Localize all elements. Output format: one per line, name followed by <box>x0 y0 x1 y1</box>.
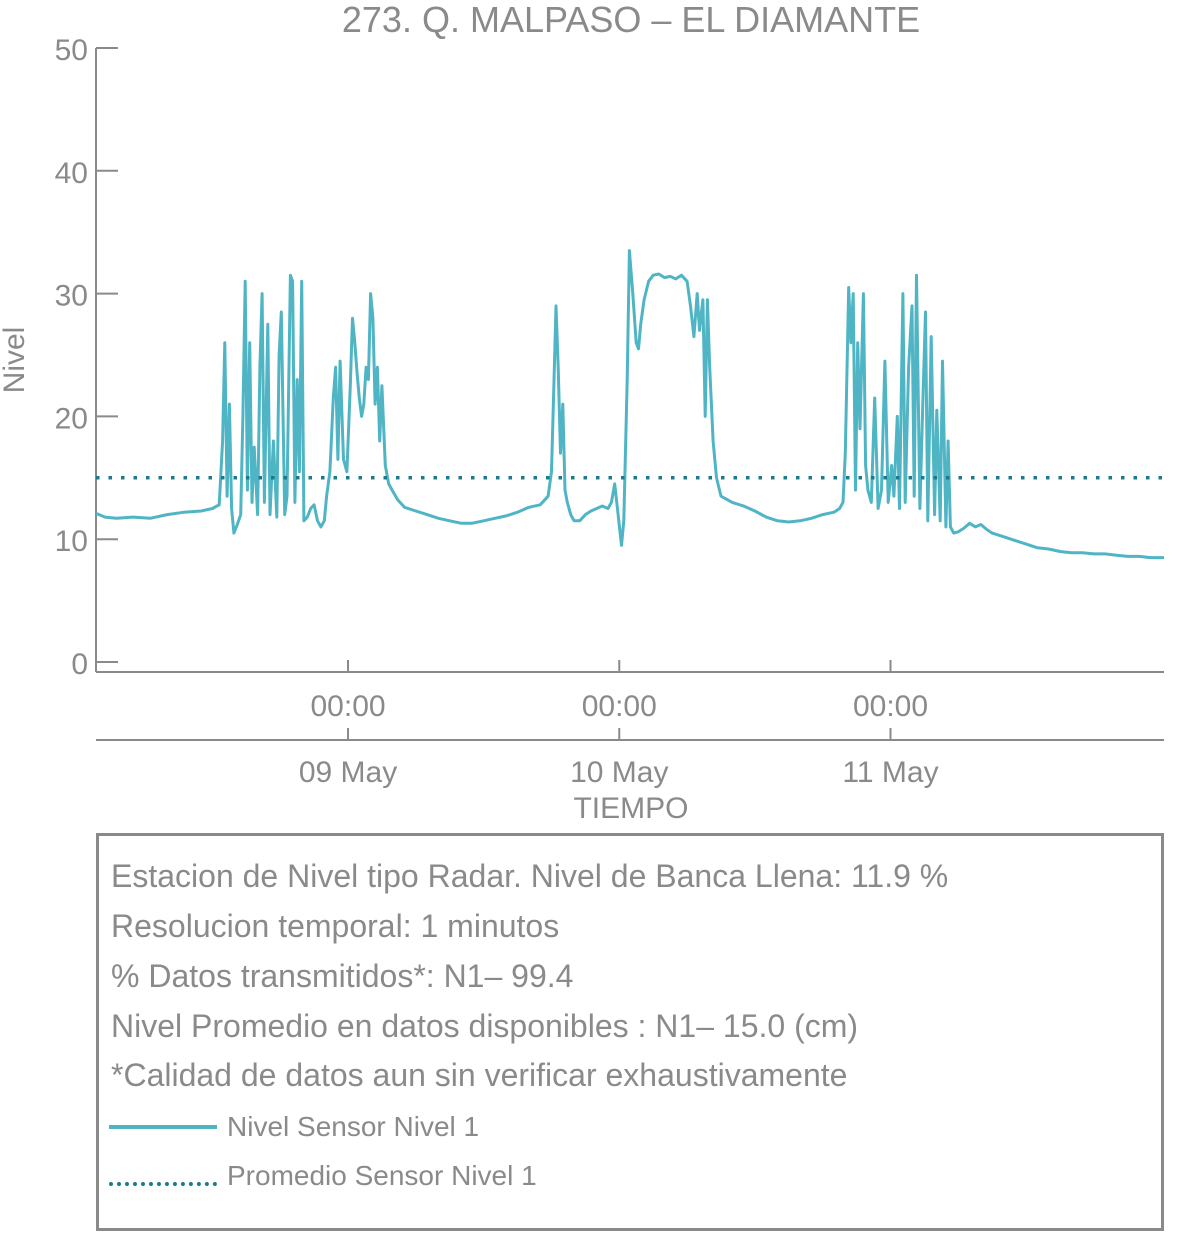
info-station-line: Estacion de Nivel tipo Radar. Nivel de B… <box>111 858 949 894</box>
y-tick-label: 0 <box>71 648 88 681</box>
legend-label-mean: Promedio Sensor Nivel 1 <box>227 1160 537 1191</box>
legend-item-mean: Promedio Sensor Nivel 1 <box>109 1160 709 1191</box>
y-tick-label: 50 <box>55 34 88 67</box>
legend-dotted-swatch <box>109 1182 217 1186</box>
info-box: Estacion de Nivel tipo Radar. Nivel de B… <box>96 833 1164 1231</box>
x-tick-time-label: 00:00 <box>853 690 928 723</box>
y-tick-label: 30 <box>55 280 88 313</box>
info-quality-line: *Calidad de datos aun sin verificar exha… <box>111 1057 848 1093</box>
legend-solid-swatch <box>109 1125 217 1129</box>
x-ticks: 00:00 09 May 00:00 10 May 00:00 11 May <box>299 660 939 789</box>
y-ticks: 0 10 20 30 40 50 <box>55 34 118 681</box>
level-chart: 273. Q. MALPASO – EL DIAMANTE Nivel 0 10 2… <box>0 0 1164 825</box>
info-transmitted-line: % Datos transmitidos*: N1– 99.4 <box>111 958 574 994</box>
legend-label-series: Nivel Sensor Nivel 1 <box>227 1111 480 1142</box>
info-mean-line: Nivel Promedio en datos disponibles : N1… <box>111 1008 859 1044</box>
y-tick-label: 20 <box>55 402 88 435</box>
x-tick-time-label: 00:00 <box>310 690 385 723</box>
legend-item-series: Nivel Sensor Nivel 1 <box>109 1111 709 1142</box>
y-tick-label: 40 <box>55 157 88 190</box>
y-tick-label: 10 <box>55 525 88 558</box>
series-level-line <box>95 249 1164 560</box>
x-tick-time-label: 00:00 <box>582 690 657 723</box>
series-group <box>95 249 1164 560</box>
x-tick-date-label: 11 May <box>842 756 938 789</box>
y-axis-label: Nivel <box>0 327 31 394</box>
x-tick-date-label: 09 May <box>299 756 397 789</box>
x-tick-date-label: 10 May <box>570 756 668 789</box>
chart-title: 273. Q. MALPASO – EL DIAMANTE <box>342 0 920 40</box>
info-resolution-line: Resolucion temporal: 1 minutos <box>111 908 560 944</box>
x-axis-label: TIEMPO <box>573 792 688 825</box>
